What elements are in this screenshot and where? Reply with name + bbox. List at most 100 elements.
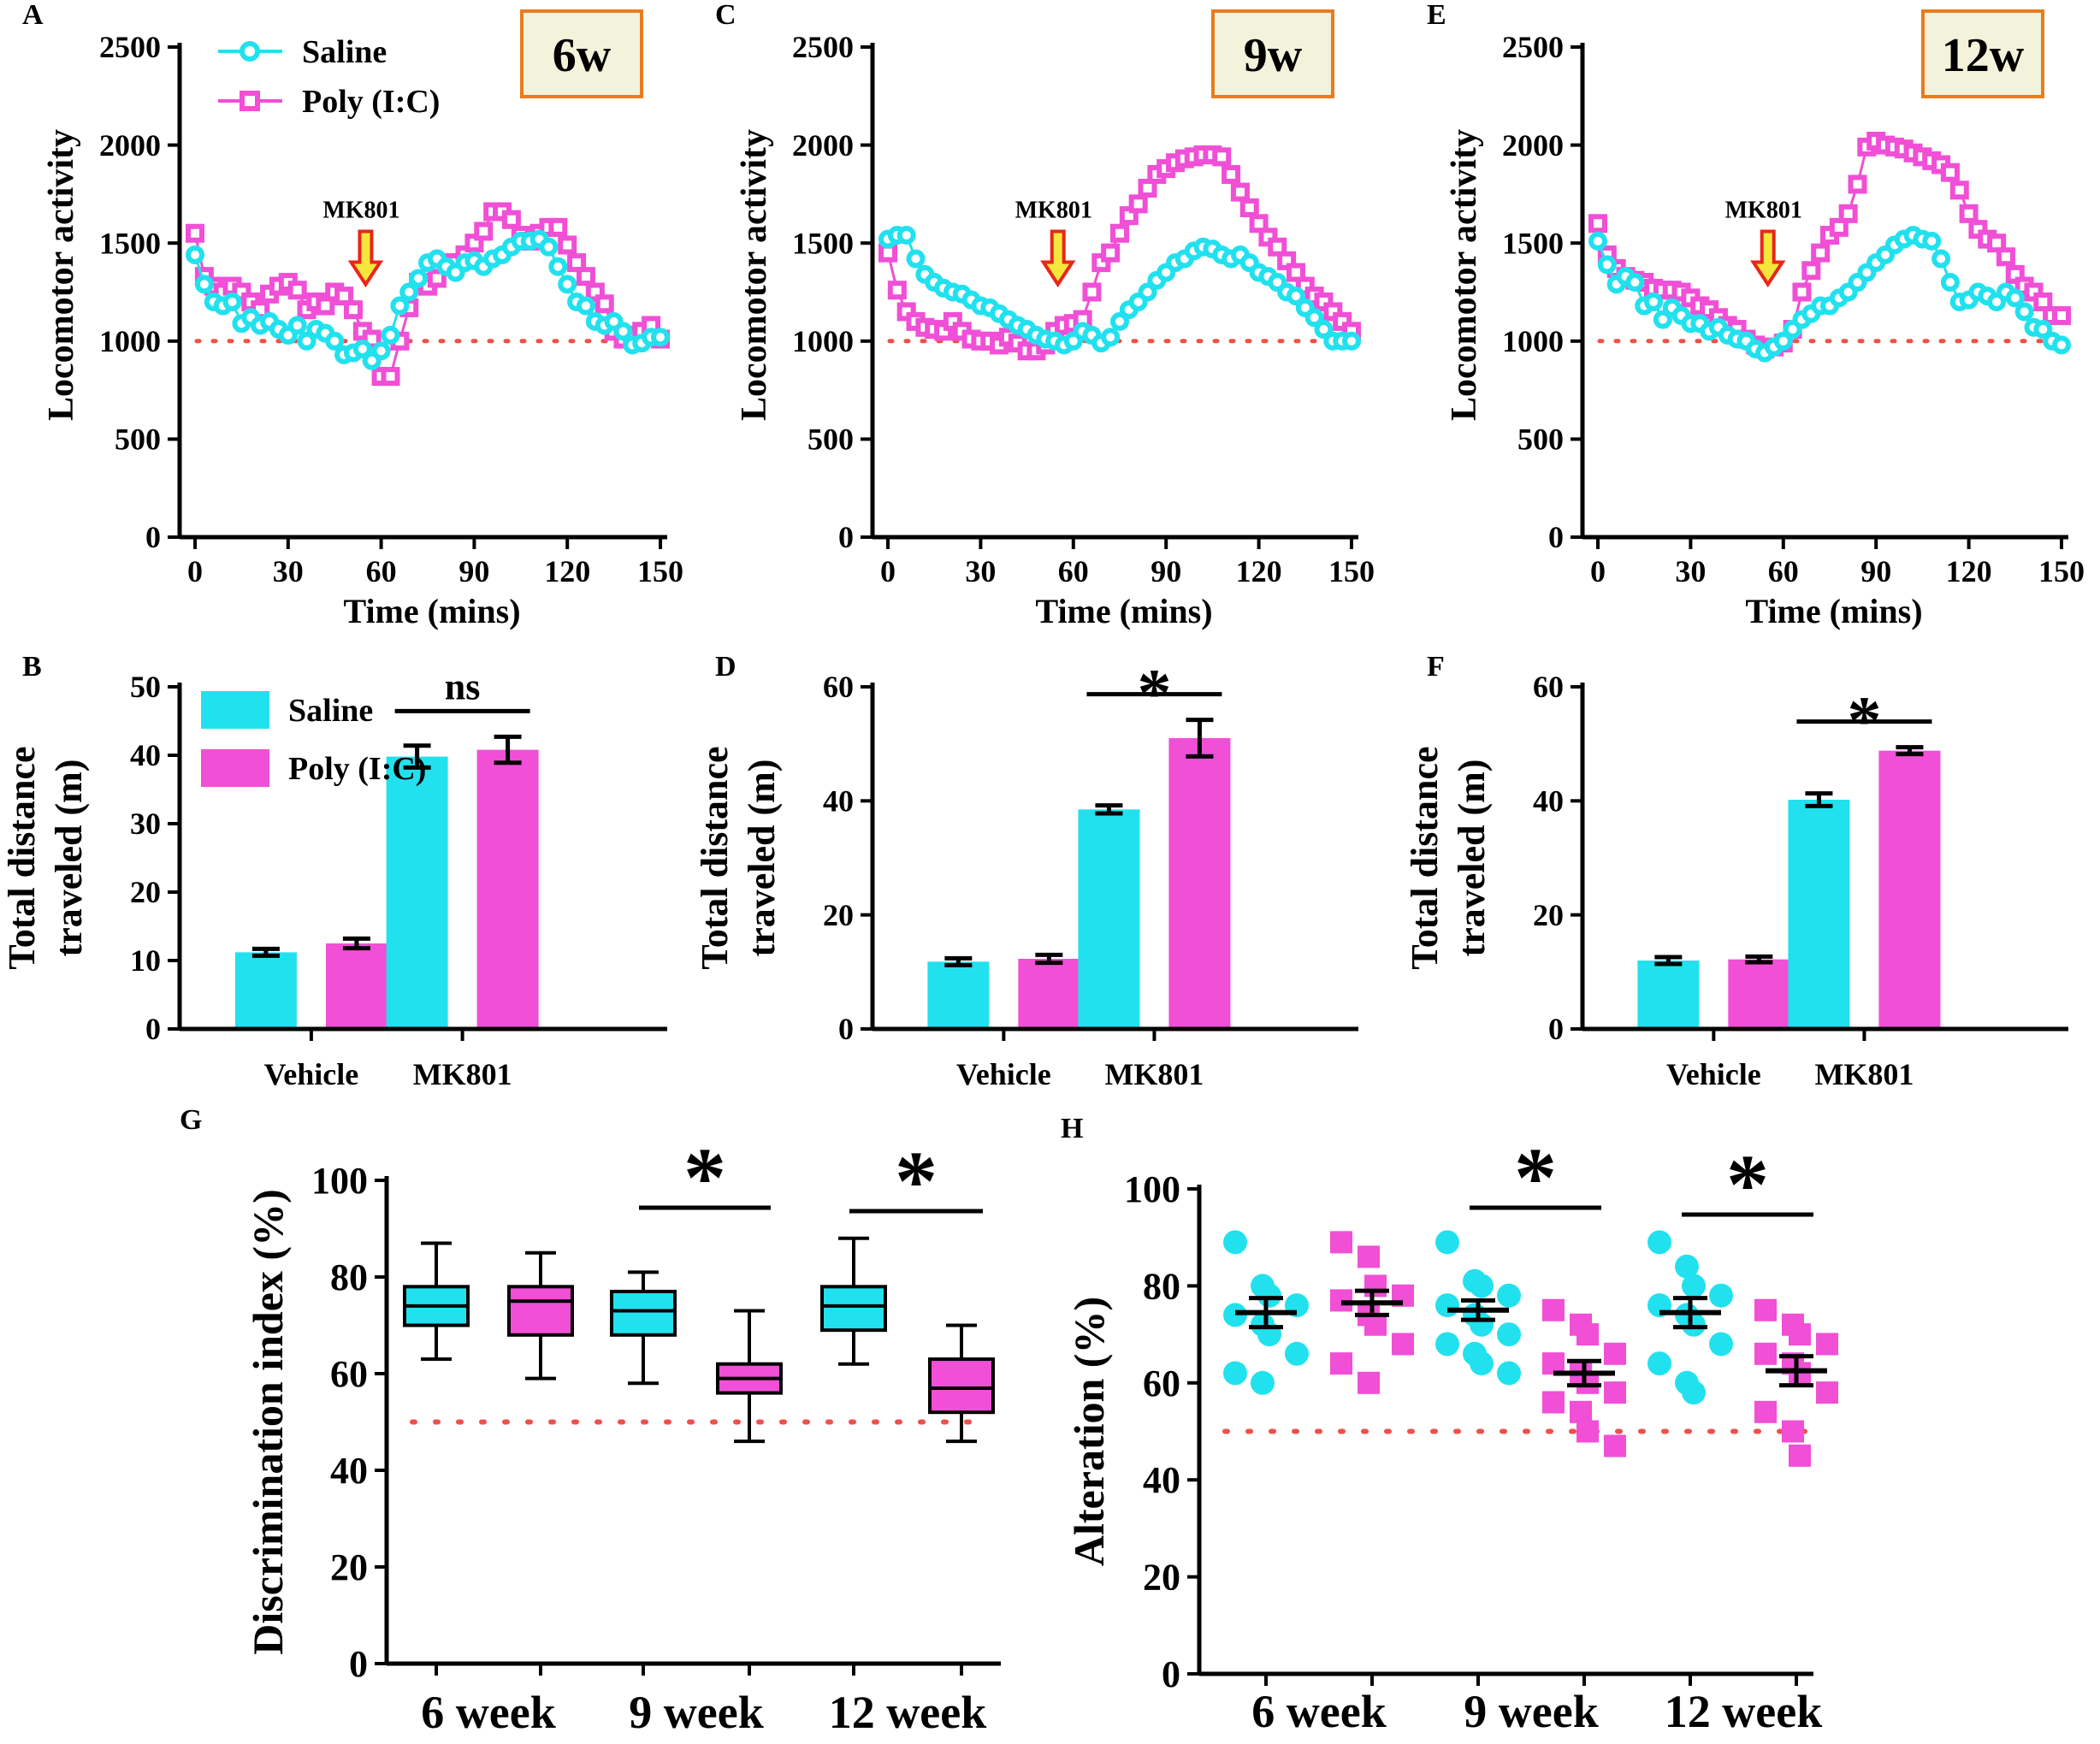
panel-g-ytick-label: 40 — [330, 1450, 368, 1492]
panel-d-ytick-label: 60 — [823, 670, 854, 704]
panel-e-poly-point — [1996, 247, 2015, 267]
panel-c-poly-point — [1222, 164, 1241, 184]
panel-letter-f: F — [1427, 651, 1445, 683]
panel-letter-c: C — [715, 0, 736, 31]
panel-c-saline-point — [1110, 311, 1129, 331]
panel-a-poly-point — [186, 223, 204, 243]
panel-g-box-poly — [928, 1357, 995, 1415]
panel-c-ytick-label: 1000 — [792, 324, 854, 358]
panel-h-ytick-label: 60 — [1143, 1363, 1180, 1404]
panel-e-xtick-label: 0 — [1590, 554, 1606, 588]
panel-f-ylabel-line2: traveled (m) — [1451, 760, 1493, 957]
panel-a-ytick-label: 1000 — [99, 324, 161, 358]
panel-e: E 0 500 1000 1500 2000 2500 0 30 60 90 120 150 Time (… — [1427, 0, 2085, 630]
panel-d-ylabel-line2: traveled (m) — [741, 760, 783, 957]
panel-a-poly-point — [558, 235, 577, 255]
panel-c-xlabel: Time (mins) — [1035, 592, 1212, 630]
panel-f: F Vehicle MK801 0 20 40 60 Total distance travel… — [1404, 651, 2068, 1091]
panel-c: C 0 500 1000 1500 2000 2500 0 30 60 90 120 150 Time (… — [715, 0, 1375, 630]
panel-e-ytick-label: 2000 — [1502, 128, 1564, 163]
panel-a-xlabel: Time (mins) — [343, 592, 520, 630]
panel-c-ytick-label: 1500 — [792, 226, 854, 260]
panel-h-point-poly — [1604, 1434, 1626, 1457]
panel-h-point-saline — [1470, 1351, 1494, 1376]
panel-c-saline-point — [1314, 320, 1334, 340]
panel-c-badge-label: 9w — [1244, 29, 1303, 82]
panel-a-saline-point — [409, 269, 429, 288]
panel-e-xtick-label: 120 — [1946, 554, 1992, 588]
panel-c-xtick-label: 90 — [1151, 554, 1181, 588]
panel-f-bar-saline — [1788, 800, 1850, 1029]
panel-a-xtick-label: 0 — [187, 554, 203, 588]
panel-c-saline-point — [1342, 331, 1361, 351]
panel-a-xtick-label: 120 — [544, 554, 590, 588]
panel-e-poly-point — [1959, 204, 1979, 223]
panel-g-ytick-label: 100 — [311, 1160, 368, 1202]
panel-h-category-label: 12 week — [1665, 1686, 1822, 1737]
panel-e-ytick-label: 500 — [1517, 423, 1564, 457]
panel-a-legend-saline-marker — [240, 41, 260, 62]
panel-d-category-label: MK801 — [1104, 1057, 1204, 1091]
panel-b-category-label: Vehicle — [264, 1057, 359, 1091]
panel-h-point-poly — [1358, 1245, 1380, 1268]
panel-a-saline-point — [651, 328, 670, 347]
panel-e-saline-point — [2005, 288, 2025, 308]
panel-c-annotation-label: MK801 — [1015, 197, 1092, 223]
panel-a-ytick-label: 1500 — [99, 226, 161, 260]
panel-g-category-label: 12 week — [829, 1687, 986, 1738]
panel-b-significance-label: ns — [445, 665, 481, 707]
panel-a-ytick-label: 2500 — [99, 30, 161, 64]
panel-d-bar-saline — [1078, 809, 1140, 1029]
panel-h-point-saline — [1435, 1230, 1459, 1255]
panel-b-legend-saline-label: Saline — [288, 693, 373, 729]
panel-h: H 0 20 40 60 80 100 6 week 9 week 12 week Alterati… — [1061, 1113, 1838, 1737]
panel-f-bar-poly — [1878, 750, 1941, 1029]
panel-g-significance-label: * — [683, 1130, 726, 1225]
panel-e-xtick-label: 150 — [2038, 554, 2085, 588]
panel-a-ytick-label: 0 — [145, 520, 161, 554]
panel-h-point-saline — [1682, 1312, 1706, 1337]
panel-a-saline-point — [325, 331, 345, 351]
panel-h-point-saline — [1497, 1322, 1521, 1347]
panel-d-ytick-label: 20 — [823, 898, 854, 932]
panel-a-legend-poly-label: Poly (I:C) — [302, 84, 440, 120]
panel-c-poly-point — [887, 281, 907, 300]
panel-g-ytick-label: 20 — [330, 1546, 368, 1588]
panel-letter-g: G — [180, 1104, 202, 1136]
panel-a-saline-point — [222, 292, 242, 311]
panel-h-point-poly — [1782, 1420, 1804, 1443]
panel-a-ylabel: Locomotor activity — [42, 129, 81, 421]
panel-c-badge — [1211, 9, 1334, 98]
panel-a-saline-point — [287, 316, 307, 335]
panel-a-poly-point — [548, 217, 568, 237]
panel-h-point-poly — [1754, 1342, 1777, 1365]
panel-c-poly-point — [1082, 282, 1102, 302]
panel-a-poly-point — [287, 281, 307, 300]
panel-a-poly-point — [576, 267, 595, 287]
panel-b-ytick-label: 50 — [130, 670, 161, 704]
panel-a-poly-point — [343, 300, 363, 320]
panel-c-saline-point — [1304, 308, 1324, 328]
panel-e-ylabel: Locomotor activity — [1445, 129, 1484, 421]
panel-f-ytick-label: 60 — [1533, 670, 1564, 704]
panel-e-poly-point — [2052, 306, 2071, 326]
panel-h-point-poly — [1816, 1381, 1838, 1404]
panel-a: A 0 500 1000 1500 2000 2500 0 30 60 90 120 150 Time (… — [22, 0, 683, 630]
panel-h-point-poly — [1330, 1352, 1352, 1375]
panel-g-ytick-label: 60 — [330, 1353, 368, 1395]
panel-e-saline-point — [1588, 231, 1607, 251]
panel-c-ylabel: Locomotor activity — [735, 129, 774, 421]
panel-b-bar-saline — [386, 756, 448, 1029]
panel-e-poly-point — [1792, 282, 1812, 302]
panel-a-saline-point — [548, 257, 568, 276]
panel-e-badge-label: 12w — [1942, 29, 2025, 82]
panel-c-poly-point — [1212, 147, 1232, 167]
panel-f-ylabel-line1: Total distance — [1404, 746, 1446, 969]
panel-g-significance-label: * — [895, 1133, 938, 1228]
panel-e-poly-point — [1838, 204, 1858, 223]
panel-e-badge — [1921, 9, 2044, 98]
panel-h-point-saline — [1251, 1370, 1275, 1395]
panel-a-saline-point — [381, 325, 400, 345]
panel-h-point-poly — [1789, 1323, 1811, 1346]
